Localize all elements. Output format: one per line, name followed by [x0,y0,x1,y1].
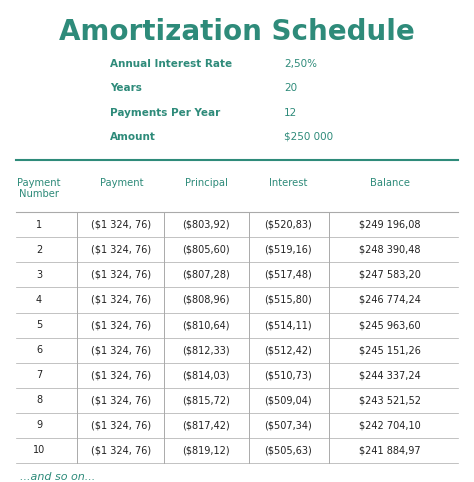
Text: $245 151,26: $245 151,26 [359,345,421,355]
Text: ($514,11): ($514,11) [264,320,312,330]
Text: ($510,73): ($510,73) [264,370,312,380]
Text: ($505,63): ($505,63) [264,445,312,455]
Text: $250 000: $250 000 [284,132,333,142]
Text: ($1 324, 76): ($1 324, 76) [91,420,152,430]
Text: $247 583,20: $247 583,20 [359,270,421,280]
Text: 7: 7 [36,370,42,380]
Text: ($805,60): ($805,60) [182,245,230,255]
Text: Balance: Balance [370,177,410,187]
Text: $243 521,52: $243 521,52 [359,395,421,405]
Text: 8: 8 [36,395,42,405]
Text: ($509,04): ($509,04) [264,395,312,405]
Text: Payments Per Year: Payments Per Year [110,107,220,118]
Text: Principal: Principal [185,177,228,187]
Text: 9: 9 [36,420,42,430]
Text: $244 337,24: $244 337,24 [359,370,421,380]
Text: $249 196,08: $249 196,08 [359,220,421,230]
Text: Amortization Schedule: Amortization Schedule [59,18,415,46]
Text: $245 963,60: $245 963,60 [359,320,421,330]
Text: 4: 4 [36,295,42,305]
Text: $241 884,97: $241 884,97 [359,445,421,455]
Text: ($519,16): ($519,16) [264,245,312,255]
Text: $242 704,10: $242 704,10 [359,420,421,430]
Text: ($1 324, 76): ($1 324, 76) [91,245,152,255]
Text: ($819,12): ($819,12) [182,445,230,455]
Text: ($1 324, 76): ($1 324, 76) [91,370,152,380]
Text: ($808,96): ($808,96) [182,295,230,305]
Text: ($815,72): ($815,72) [182,395,230,405]
Text: ($1 324, 76): ($1 324, 76) [91,345,152,355]
Text: ($520,83): ($520,83) [264,220,312,230]
Text: 2,50%: 2,50% [284,59,317,69]
Text: ($803,92): ($803,92) [182,220,230,230]
Text: ($1 324, 76): ($1 324, 76) [91,395,152,405]
Text: ($807,28): ($807,28) [182,270,230,280]
Text: 10: 10 [33,445,45,455]
Text: 1: 1 [36,220,42,230]
Text: $246 774,24: $246 774,24 [359,295,421,305]
Text: 12: 12 [284,107,297,118]
Text: ($1 324, 76): ($1 324, 76) [91,295,152,305]
Text: ($1 324, 76): ($1 324, 76) [91,320,152,330]
Text: Amount: Amount [110,132,155,142]
Text: ($507,34): ($507,34) [264,420,312,430]
Text: Payment: Payment [100,177,143,187]
Text: ($517,48): ($517,48) [264,270,312,280]
Text: 2: 2 [36,245,42,255]
Text: 3: 3 [36,270,42,280]
Text: Annual Interest Rate: Annual Interest Rate [110,59,232,69]
Text: ($1 324, 76): ($1 324, 76) [91,220,152,230]
Text: Payment
Number: Payment Number [18,177,61,199]
Text: ($512,42): ($512,42) [264,345,312,355]
Text: Interest: Interest [269,177,307,187]
Text: 5: 5 [36,320,42,330]
Text: $248 390,48: $248 390,48 [359,245,421,255]
Text: 6: 6 [36,345,42,355]
Text: ($1 324, 76): ($1 324, 76) [91,445,152,455]
Text: Years: Years [110,83,142,94]
Text: ($1 324, 76): ($1 324, 76) [91,270,152,280]
Text: ($817,42): ($817,42) [182,420,230,430]
Text: ($515,80): ($515,80) [264,295,312,305]
Text: ...and so on...: ...and so on... [20,472,95,482]
Text: ($810,64): ($810,64) [182,320,230,330]
Text: ($814,03): ($814,03) [182,370,230,380]
Text: 20: 20 [284,83,297,94]
Text: ($812,33): ($812,33) [182,345,230,355]
